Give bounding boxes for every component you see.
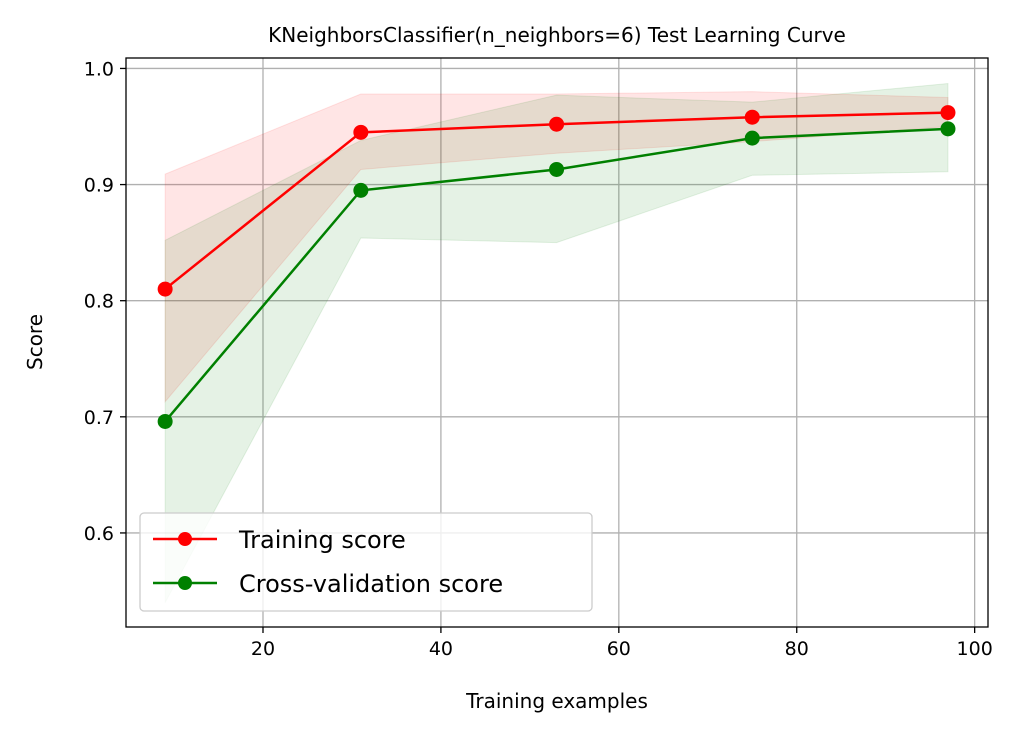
- data-point-1: [940, 121, 956, 137]
- x-tick-label: 100: [957, 638, 993, 660]
- legend-marker-cv: [178, 576, 192, 590]
- y-tick-label: 1.0: [84, 58, 114, 80]
- y-tick-label: 0.7: [84, 407, 114, 429]
- data-point-0: [940, 105, 956, 121]
- series-lines: [157, 105, 956, 429]
- data-point-1: [744, 130, 760, 146]
- legend-marker-training: [178, 532, 192, 546]
- chart-title: KNeighborsClassifier(n_neighbors=6) Test…: [268, 23, 846, 47]
- legend-label-training: Training score: [238, 526, 406, 554]
- legend: Training score Cross-validation score: [139, 512, 593, 612]
- x-tick-label: 80: [785, 638, 809, 660]
- data-point-1: [549, 161, 565, 177]
- data-point-0: [549, 116, 565, 132]
- y-axis-label: Score: [23, 314, 47, 370]
- plot-frame: [125, 57, 989, 628]
- x-tick-label: 40: [429, 638, 453, 660]
- data-point-0: [744, 109, 760, 125]
- data-point-0: [157, 281, 173, 297]
- x-tick-label: 20: [251, 638, 275, 660]
- axis-ticks: 20 40 60 80 100 0.6 0.7 0.8 0.9 1.0: [84, 58, 993, 660]
- data-point-0: [353, 124, 369, 140]
- y-tick-label: 0.9: [84, 175, 114, 197]
- x-axis-label: Training examples: [465, 689, 648, 713]
- x-tick-label: 60: [607, 638, 631, 660]
- legend-label-cv: Cross-validation score: [239, 570, 503, 598]
- y-tick-label: 0.8: [84, 291, 114, 313]
- data-point-1: [353, 182, 369, 198]
- data-point-1: [157, 413, 173, 429]
- legend-box: [139, 512, 593, 612]
- y-tick-label: 0.6: [84, 523, 114, 545]
- band-1: [164, 82, 949, 603]
